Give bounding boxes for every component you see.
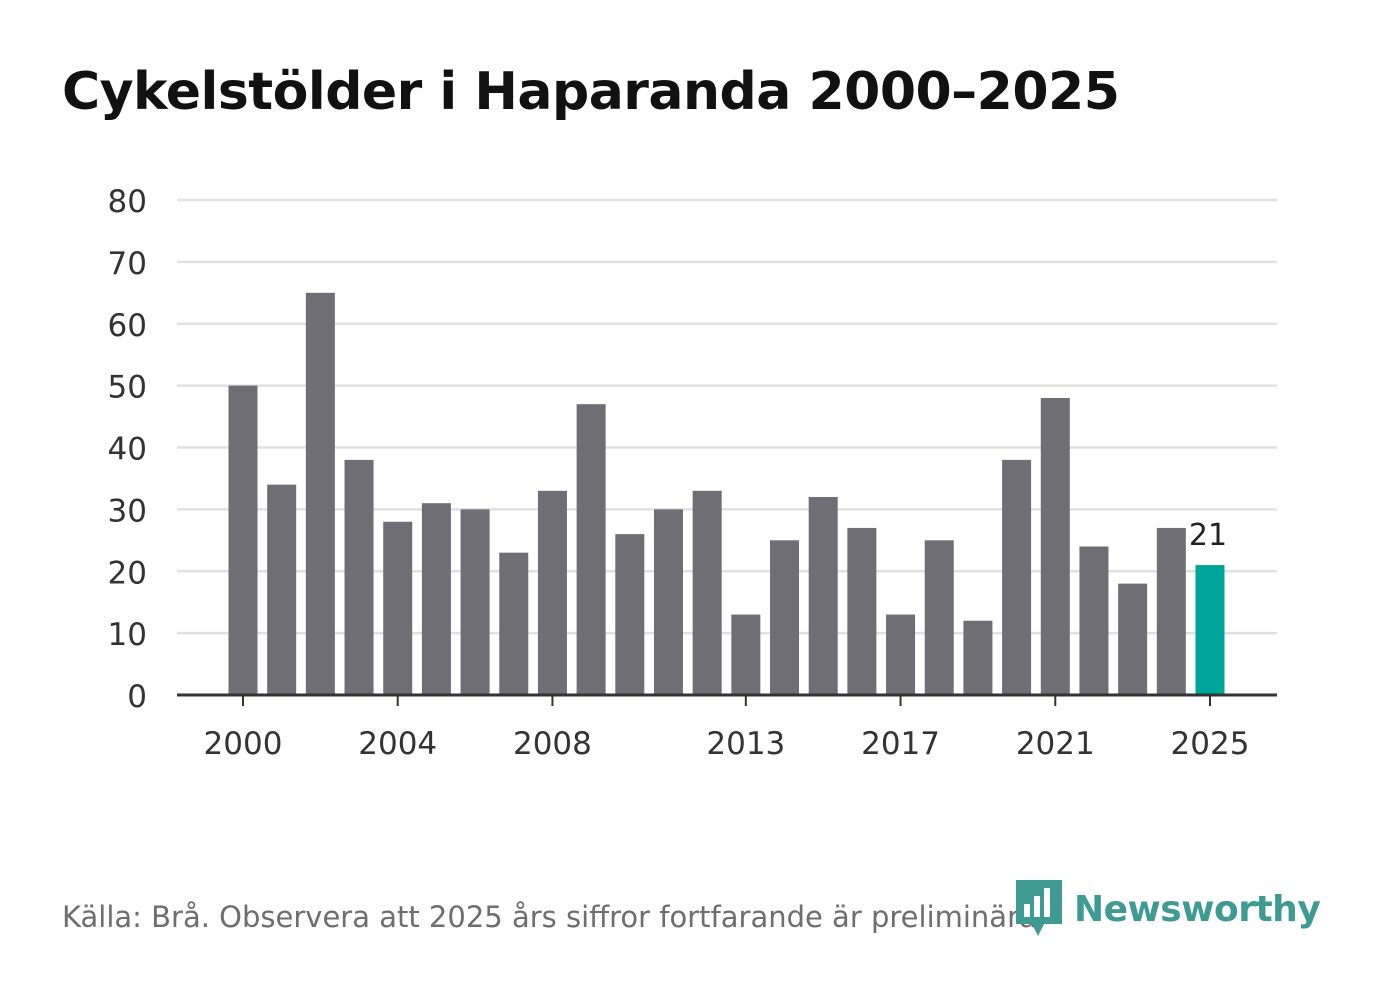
chart-title: Cykelstölder i Haparanda 2000–2025 xyxy=(62,62,1120,122)
bar-2006 xyxy=(460,509,490,695)
bar-2019 xyxy=(963,620,993,695)
y-tick-label: 20 xyxy=(108,555,147,591)
bar-2022 xyxy=(1079,546,1109,695)
bar-2021 xyxy=(1040,398,1070,695)
x-tick-label: 2000 xyxy=(204,726,283,762)
source-note: Källa: Brå. Observera att 2025 års siffr… xyxy=(62,900,1046,934)
data-label: 21 xyxy=(1189,518,1227,553)
bar-2005 xyxy=(421,503,451,695)
bars xyxy=(228,292,1225,695)
bar-2015 xyxy=(808,497,838,695)
bar-2014 xyxy=(770,540,800,695)
bar-2011 xyxy=(653,509,683,695)
bar-2018 xyxy=(924,540,954,695)
annotations: 21 xyxy=(1189,518,1227,553)
bar-2020 xyxy=(1002,459,1032,695)
y-tick-label: 80 xyxy=(108,184,147,220)
x-tick-label: 2025 xyxy=(1171,726,1250,762)
y-tick-label: 70 xyxy=(108,246,147,282)
y-tick-label: 60 xyxy=(108,308,147,344)
bar-2010 xyxy=(615,534,645,695)
x-tick-label: 2021 xyxy=(1016,726,1095,762)
brand-logo[interactable]: Newsworthy xyxy=(1012,878,1321,940)
y-tick-label: 30 xyxy=(108,493,147,529)
bar-2013 xyxy=(731,614,761,695)
x-axis: 2000 2004 2008 2013 2017 2021 2025 xyxy=(177,693,1277,762)
brand-name: Newsworthy xyxy=(1074,888,1321,930)
y-tick-label: 50 xyxy=(108,370,147,406)
bar-2017 xyxy=(886,614,916,695)
bar-2002 xyxy=(305,292,335,695)
bar-2008 xyxy=(537,490,567,695)
bar-2012 xyxy=(692,490,722,695)
bar-2001 xyxy=(267,484,297,695)
x-tick-label: 2017 xyxy=(861,726,940,762)
bar-2025 xyxy=(1195,565,1225,695)
x-tick-label: 2004 xyxy=(358,726,437,762)
y-tick-label: 10 xyxy=(108,617,147,653)
bar-2000 xyxy=(228,385,258,695)
gridlines xyxy=(177,198,1277,635)
bar-2024 xyxy=(1156,527,1186,695)
bar-2023 xyxy=(1118,583,1148,695)
bar-2007 xyxy=(499,552,529,695)
y-tick-label: 40 xyxy=(108,432,147,468)
x-tick-label: 2008 xyxy=(513,726,592,762)
bar-2009 xyxy=(576,404,606,695)
y-tick-label: 0 xyxy=(127,679,147,715)
y-axis-ticks: 0 10 20 30 40 50 60 70 80 xyxy=(108,184,147,715)
x-tick-label: 2013 xyxy=(706,726,785,762)
newsworthy-logo-icon xyxy=(1016,880,1062,936)
bar-2004 xyxy=(383,521,413,695)
bar-2003 xyxy=(344,459,374,695)
bar-2016 xyxy=(847,527,877,695)
